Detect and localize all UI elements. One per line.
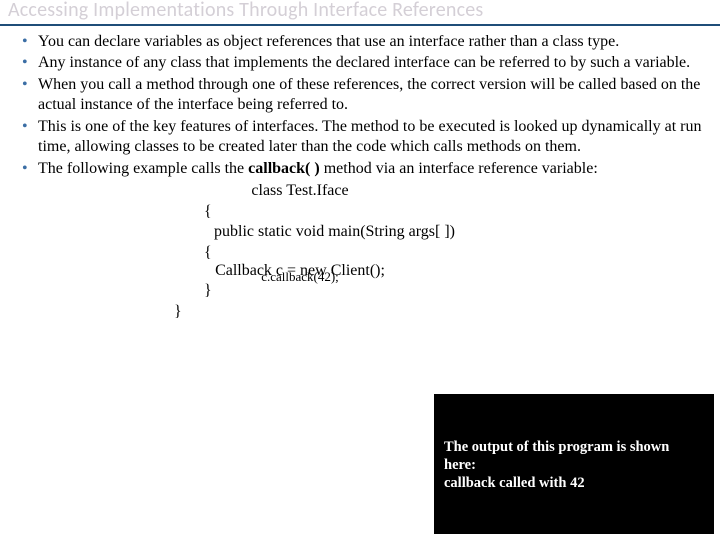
code-line-overlap: Callback c = new Client(); c.callback(42… (14, 263, 706, 281)
bullet-item: When you call a method through one of th… (22, 75, 706, 116)
bullet-item: Any instance of any class that implement… (22, 53, 706, 73)
bullet-text: The following example calls the callback… (38, 160, 598, 177)
bullet-text: When you call a method through one of th… (38, 76, 700, 113)
bullet-item: The following example calls the callback… (22, 159, 706, 179)
title-bar: Accessing Implementations Through Interf… (0, 0, 720, 26)
bullet-text: Any instance of any class that implement… (38, 54, 690, 71)
code-block: class Test.Iface { public static void ma… (14, 181, 706, 322)
output-line: callback called with 42 (444, 474, 704, 492)
bullet-item: You can declare variables as object refe… (22, 32, 706, 52)
output-box: The output of this program is shown here… (434, 394, 714, 534)
code-line: { (14, 243, 706, 263)
code-line: public static void main(String args[ ]) (14, 222, 706, 242)
page-title: Accessing Implementations Through Interf… (8, 0, 483, 22)
output-line: here: (444, 456, 704, 474)
content-area: You can declare variables as object refe… (0, 26, 720, 322)
code-line: c.callback(42); (14, 269, 586, 286)
code-line: class Test.Iface (14, 181, 706, 201)
output-line: The output of this program is shown (444, 438, 704, 456)
bullet-list: You can declare variables as object refe… (14, 32, 706, 179)
bullet-text: You can declare variables as object refe… (38, 33, 619, 50)
bullet-item: This is one of the key features of inter… (22, 117, 706, 158)
bullet-text: This is one of the key features of inter… (38, 118, 702, 155)
code-line: { (14, 202, 706, 222)
code-line: } (14, 302, 706, 322)
